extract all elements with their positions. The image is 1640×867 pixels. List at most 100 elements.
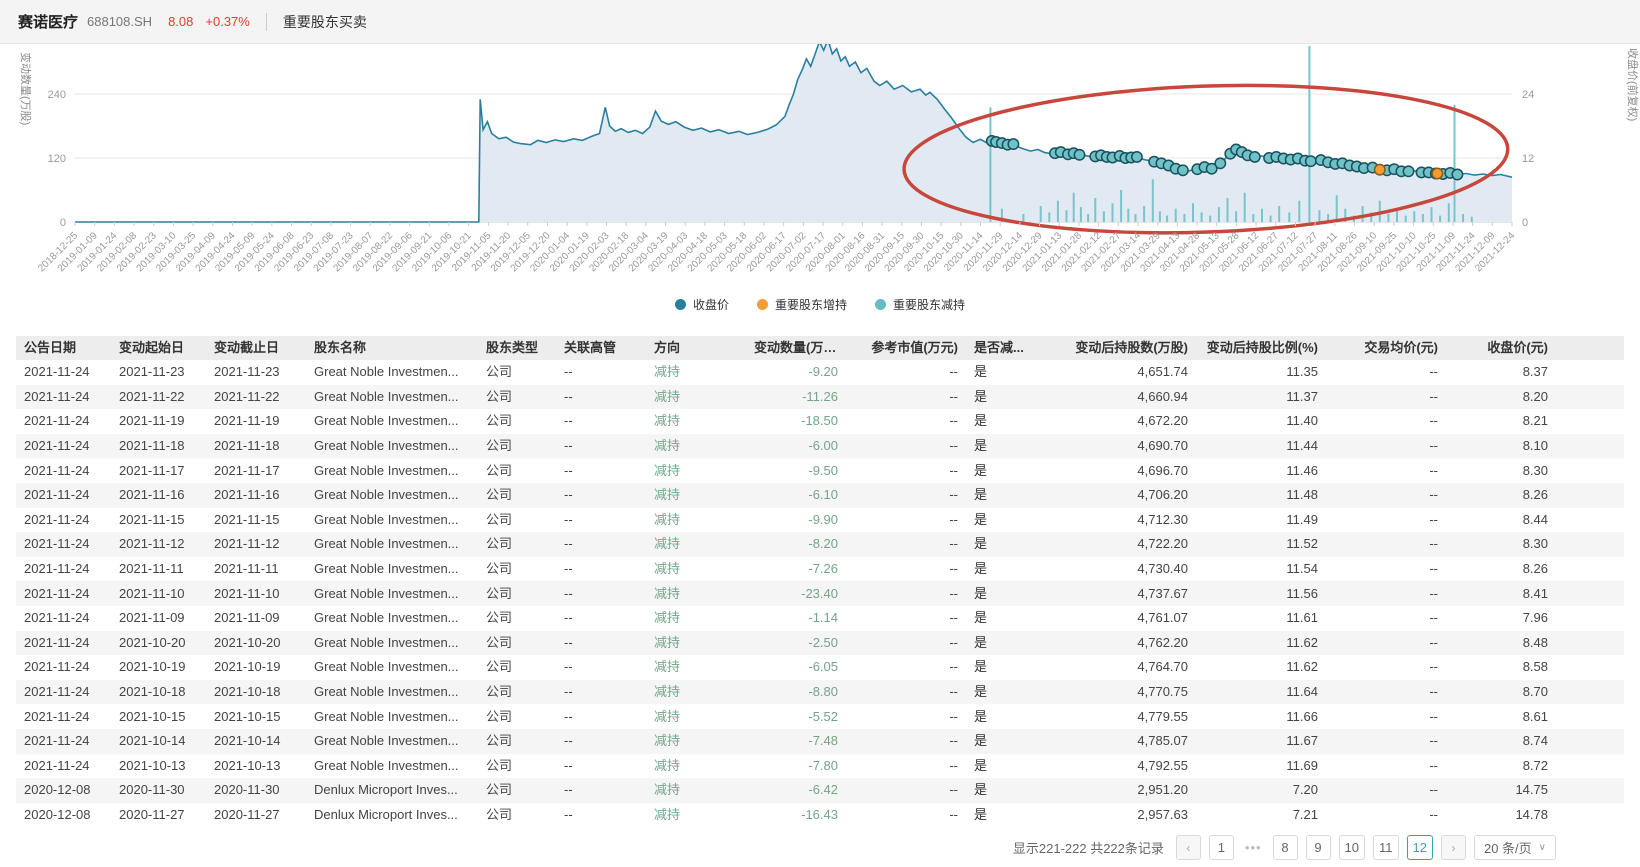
table-cell: 是 [966, 582, 1041, 606]
table-cell: -- [556, 778, 646, 802]
table-cell: 2021-10-14 [206, 729, 306, 753]
table-cell: -9.90 [746, 508, 846, 532]
table-row[interactable]: 2021-11-242021-11-232021-11-23Great Nobl… [16, 360, 1624, 385]
table-cell: 公司 [478, 729, 556, 753]
legend-item-重要股东增持[interactable]: 重要股东增持 [757, 296, 847, 313]
table-row[interactable]: 2021-11-242021-11-222021-11-22Great Nobl… [16, 385, 1624, 410]
pagination-page-1[interactable]: 1 [1209, 835, 1234, 860]
table-cell: 减持 [646, 360, 746, 384]
pagination-next-button[interactable]: › [1441, 835, 1466, 860]
table-cell: 2021-11-16 [206, 483, 306, 507]
table-cell: 4,764.70 [1041, 655, 1196, 679]
table-cell: -- [1326, 631, 1446, 655]
holders-table: 公告日期变动起始日变动截止日股东名称股东类型关联高管方向变动数量(万股)参考市值… [16, 336, 1624, 827]
stock-code: 688108.SH [87, 14, 152, 29]
column-header: 变动后持股比例(%) [1196, 336, 1326, 360]
table-cell: -- [556, 729, 646, 753]
table-row[interactable]: 2021-11-242021-11-182021-11-18Great Nobl… [16, 434, 1624, 459]
table-row[interactable]: 2021-11-242021-11-122021-11-12Great Nobl… [16, 532, 1624, 557]
table-cell: 2021-11-24 [16, 409, 111, 433]
table-cell: 2021-11-24 [16, 754, 111, 778]
legend-item-重要股东减持[interactable]: 重要股东减持 [875, 296, 965, 313]
table-cell: -- [1326, 532, 1446, 556]
pagination-page-8[interactable]: 8 [1273, 835, 1298, 860]
table-cell: 11.64 [1196, 680, 1326, 704]
table-cell: 2021-11-23 [206, 360, 306, 384]
pagination-page-9[interactable]: 9 [1306, 835, 1331, 860]
column-header: 公告日期 [16, 336, 111, 360]
table-cell: Great Noble Investmen... [306, 532, 478, 556]
table-cell: -- [846, 606, 966, 630]
svg-text:0: 0 [1522, 217, 1528, 229]
table-cell: 7.21 [1196, 803, 1326, 827]
table-row[interactable]: 2021-11-242021-11-162021-11-16Great Nobl… [16, 483, 1624, 508]
table-cell: -- [846, 434, 966, 458]
table-row[interactable]: 2021-11-242021-11-112021-11-11Great Nobl… [16, 557, 1624, 582]
table-cell: 2021-11-24 [16, 631, 111, 655]
table-cell: Great Noble Investmen... [306, 582, 478, 606]
table-cell: 4,779.55 [1041, 705, 1196, 729]
table-cell: -- [556, 459, 646, 483]
page-size-select[interactable]: 20 条/页 ∨ [1474, 835, 1556, 860]
table-cell: 减持 [646, 754, 746, 778]
table-cell: 8.30 [1446, 532, 1556, 556]
pagination-page-12[interactable]: 12 [1407, 835, 1433, 860]
table-row[interactable]: 2021-11-242021-11-102021-11-10Great Nobl… [16, 581, 1624, 606]
table-cell: 4,770.75 [1041, 680, 1196, 704]
table-row[interactable]: 2021-11-242021-11-152021-11-15Great Nobl… [16, 508, 1624, 533]
table-cell: Great Noble Investmen... [306, 508, 478, 532]
table-cell: -11.26 [746, 385, 846, 409]
table-cell: 2020-11-27 [111, 803, 206, 827]
table-body: 2021-11-24 2021-11-232021-11-23 Great Nobl… [16, 360, 1624, 827]
table-cell: 2021-11-11 [111, 557, 206, 581]
table-cell: 2021-11-22 [111, 385, 206, 409]
tab-important-shareholder-trades[interactable]: 重要股东买卖 [283, 12, 367, 32]
table-cell: 7.96 [1446, 606, 1556, 630]
pagination-page-11[interactable]: 11 [1373, 835, 1399, 860]
table-cell: 2021-11-23 [111, 360, 206, 384]
table-cell: 2021-11-18 [111, 434, 206, 458]
table-row[interactable]: 2021-11-242021-10-152021-10-15Great Nobl… [16, 704, 1624, 729]
table-cell: 是 [966, 729, 1041, 753]
table-cell: 11.61 [1196, 606, 1326, 630]
table-cell: 2021-10-20 [111, 631, 206, 655]
table-cell: 11.48 [1196, 483, 1326, 507]
table-row[interactable]: 2021-11-242021-10-182021-10-18Great Nobl… [16, 680, 1624, 705]
chart-canvas[interactable]: 012024001224变动数量(万股)收盘价(前复权)2018-12-2520… [0, 44, 1640, 334]
table-cell: -- [556, 360, 646, 384]
pagination-page-10[interactable]: 10 [1339, 835, 1365, 860]
table-cell: Great Noble Investmen... [306, 680, 478, 704]
table-cell: 减持 [646, 557, 746, 581]
table-cell: 2021-11-18 [206, 434, 306, 458]
table-row[interactable]: 2021-11-242021-10-192021-10-19Great Nobl… [16, 655, 1624, 680]
table-row[interactable]: 2020-12-082020-11-272020-11-27Denlux Mic… [16, 803, 1624, 828]
table-row[interactable]: 2021-11-242021-10-132021-10-13Great Nobl… [16, 754, 1624, 779]
table-cell: 11.44 [1196, 434, 1326, 458]
table-cell: 公司 [478, 705, 556, 729]
table-row[interactable]: 2021-11-242021-11-172021-11-17Great Nobl… [16, 458, 1624, 483]
table-cell: -- [556, 680, 646, 704]
legend-item-收盘价[interactable]: 收盘价 [675, 296, 729, 313]
table-row[interactable]: 2020-12-082020-11-302020-11-30Denlux Mic… [16, 778, 1624, 803]
column-header: 关联高管 [556, 336, 646, 360]
table-cell: 2021-11-11 [206, 557, 306, 581]
table-cell: 减持 [646, 705, 746, 729]
table-row[interactable]: 2021-11-242021-10-202021-10-20Great Nobl… [16, 631, 1624, 656]
pagination-prev-button[interactable]: ‹ [1176, 835, 1201, 860]
table-cell: -- [846, 729, 966, 753]
table-cell: -- [1326, 508, 1446, 532]
table-cell: 2021-11-24 [16, 459, 111, 483]
table-row[interactable]: 2021-11-242021-11-192021-11-19Great Nobl… [16, 409, 1624, 434]
table-cell: 公司 [478, 483, 556, 507]
table-cell: 11.56 [1196, 582, 1326, 606]
table-cell: 减持 [646, 631, 746, 655]
table-cell: 2021-11-24 [16, 680, 111, 704]
table-row[interactable]: 2021-11-242021-11-092021-11-09Great Nobl… [16, 606, 1624, 631]
table-cell: 2020-12-08 [16, 778, 111, 802]
table-cell: 8.74 [1446, 729, 1556, 753]
table-cell: Great Noble Investmen... [306, 606, 478, 630]
table-row[interactable]: 2021-11-242021-10-142021-10-14Great Nobl… [16, 729, 1624, 754]
table-cell: 2021-10-18 [206, 680, 306, 704]
table-cell: 8.44 [1446, 508, 1556, 532]
table-cell: 8.20 [1446, 385, 1556, 409]
